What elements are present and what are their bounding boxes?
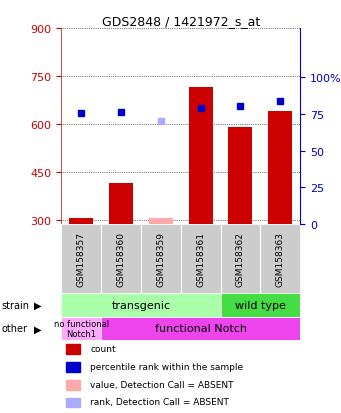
FancyBboxPatch shape (181, 225, 221, 293)
Text: transgenic: transgenic (112, 300, 170, 310)
Bar (66, 380, 80, 390)
Text: value, Detection Call = ABSENT: value, Detection Call = ABSENT (90, 380, 234, 389)
FancyBboxPatch shape (61, 317, 101, 340)
Title: GDS2848 / 1421972_s_at: GDS2848 / 1421972_s_at (102, 15, 260, 28)
Bar (149, 218, 173, 225)
Text: wild type: wild type (235, 300, 286, 310)
FancyBboxPatch shape (260, 225, 300, 293)
FancyBboxPatch shape (61, 293, 221, 317)
Text: GSM158360: GSM158360 (117, 232, 125, 287)
Text: functional Notch: functional Notch (154, 323, 247, 334)
FancyBboxPatch shape (101, 317, 300, 340)
Text: count: count (90, 344, 116, 353)
Text: strain: strain (2, 300, 30, 310)
FancyBboxPatch shape (221, 225, 260, 293)
Text: rank, Detection Call = ABSENT: rank, Detection Call = ABSENT (90, 398, 229, 406)
FancyBboxPatch shape (221, 293, 300, 317)
Text: no functional
Notch1: no functional Notch1 (54, 319, 109, 338)
FancyBboxPatch shape (61, 225, 101, 293)
Text: GSM158361: GSM158361 (196, 232, 205, 287)
Bar (66, 398, 80, 408)
Text: ▶: ▶ (34, 323, 42, 334)
FancyBboxPatch shape (141, 225, 181, 293)
Text: percentile rank within the sample: percentile rank within the sample (90, 362, 243, 371)
Bar (189, 88, 212, 225)
Bar (69, 218, 93, 225)
Text: GSM158359: GSM158359 (156, 232, 165, 287)
Text: GSM158357: GSM158357 (77, 232, 86, 287)
Text: GSM158362: GSM158362 (236, 232, 245, 286)
Text: ▶: ▶ (34, 300, 42, 310)
Text: other: other (2, 323, 28, 334)
FancyBboxPatch shape (101, 225, 141, 293)
Bar (66, 344, 80, 354)
Bar (268, 112, 292, 225)
Text: GSM158363: GSM158363 (276, 232, 285, 287)
Bar (109, 183, 133, 225)
Bar (66, 362, 80, 372)
Bar (228, 128, 252, 225)
